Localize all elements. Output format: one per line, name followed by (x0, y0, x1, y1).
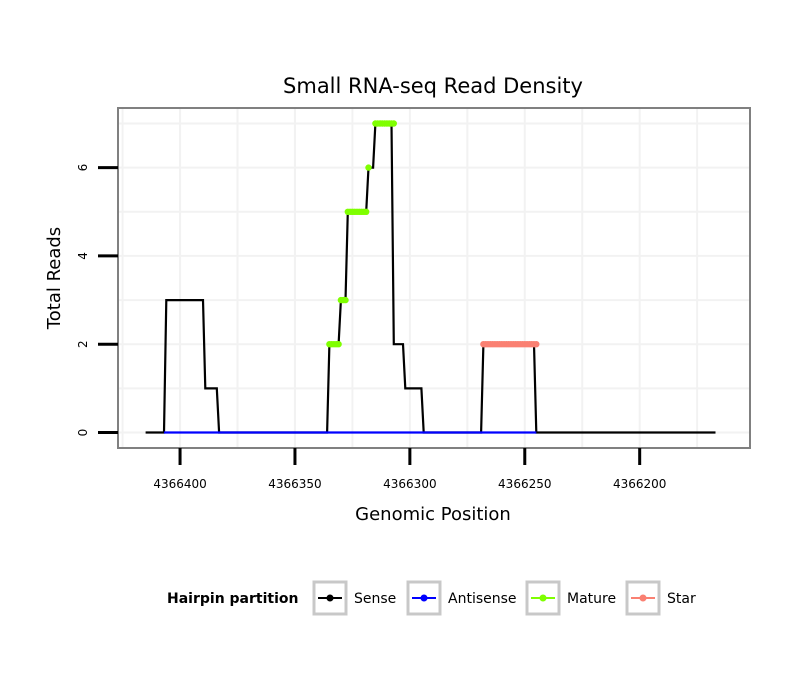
x-tick-label: 4366350 (268, 477, 321, 491)
x-axis-title: Genomic Position (355, 504, 511, 525)
mature-point (365, 164, 372, 171)
star-point (533, 341, 540, 348)
legend-key-point-mature (539, 594, 547, 602)
legend-key-point-star (639, 594, 647, 602)
mature-point (342, 296, 349, 304)
y-axis-title: Total Reads (44, 227, 65, 330)
plot-panel (118, 108, 750, 448)
x-axis: 4366400 4366350 4366300 4366250 4366200 (153, 448, 666, 491)
legend-label-antisense: Antisense (448, 591, 517, 607)
y-tick-label: 2 (76, 340, 90, 348)
legend-key-point-antisense (420, 594, 428, 602)
legend: Hairpin partition Sense Antisense Mature St… (167, 580, 696, 616)
legend-title: Hairpin partition (167, 591, 298, 607)
plot-border (117, 107, 751, 449)
x-tick-label: 4366400 (153, 477, 206, 491)
legend-label-star: Star (667, 591, 696, 607)
x-tick-label: 4366250 (498, 477, 551, 491)
data-series (145, 120, 716, 434)
mature-point (390, 120, 397, 127)
legend-label-mature: Mature (567, 591, 616, 607)
mature-point (363, 208, 370, 215)
y-tick-label: 4 (76, 252, 90, 260)
y-tick-label: 6 (76, 164, 90, 172)
mature-point (335, 341, 342, 348)
x-tick-label: 4366200 (613, 477, 666, 491)
x-tick-label: 4366300 (383, 477, 436, 491)
y-axis: 0 2 4 6 (76, 164, 118, 437)
legend-key-point-sense (326, 594, 334, 602)
legend-label-sense: Sense (354, 591, 396, 607)
y-tick-label: 0 (76, 429, 90, 437)
chart-title: Small RNA-seq Read Density (283, 74, 583, 98)
